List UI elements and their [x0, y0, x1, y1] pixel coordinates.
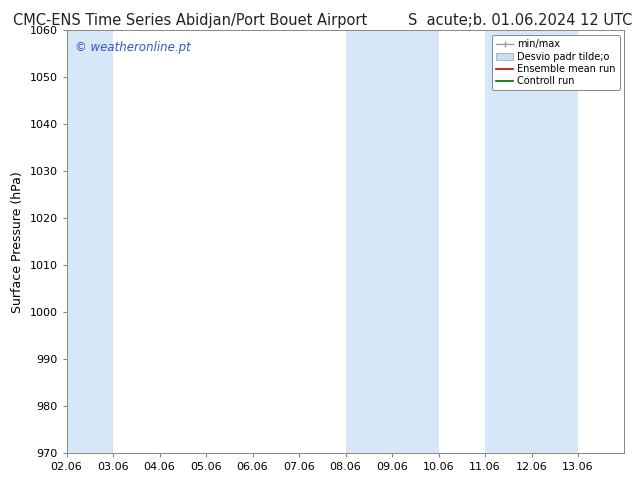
Y-axis label: Surface Pressure (hPa): Surface Pressure (hPa) [11, 171, 24, 313]
Text: © weatheronline.pt: © weatheronline.pt [75, 41, 191, 54]
Bar [346, 30, 439, 453]
Bar [67, 30, 113, 453]
Text: S  acute;b. 01.06.2024 12 UTC: S acute;b. 01.06.2024 12 UTC [408, 13, 632, 28]
Text: CMC-ENS Time Series Abidjan/Port Bouet Airport: CMC-ENS Time Series Abidjan/Port Bouet A… [13, 13, 367, 28]
Legend: min/max, Desvio padr tilde;o, Ensemble mean run, Controll run: min/max, Desvio padr tilde;o, Ensemble m… [492, 35, 619, 90]
Bar [485, 30, 578, 453]
